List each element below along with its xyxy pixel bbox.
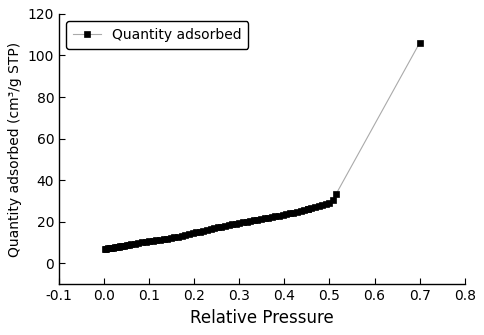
Quantity adsorbed <box>305 207 311 211</box>
Quantity adsorbed <box>171 235 177 239</box>
Line: Quantity adsorbed: Quantity adsorbed <box>102 206 311 252</box>
Legend: Quantity adsorbed: Quantity adsorbed <box>66 21 248 49</box>
Quantity adsorbed <box>102 247 107 251</box>
Quantity adsorbed <box>204 228 210 232</box>
Quantity adsorbed <box>190 231 196 235</box>
Quantity adsorbed <box>226 223 231 227</box>
Quantity adsorbed <box>116 245 121 249</box>
Y-axis label: Quantity adsorbed (cm³/g STP): Quantity adsorbed (cm³/g STP) <box>8 42 22 257</box>
Quantity adsorbed <box>222 224 228 228</box>
X-axis label: Relative Pressure: Relative Pressure <box>190 309 334 327</box>
